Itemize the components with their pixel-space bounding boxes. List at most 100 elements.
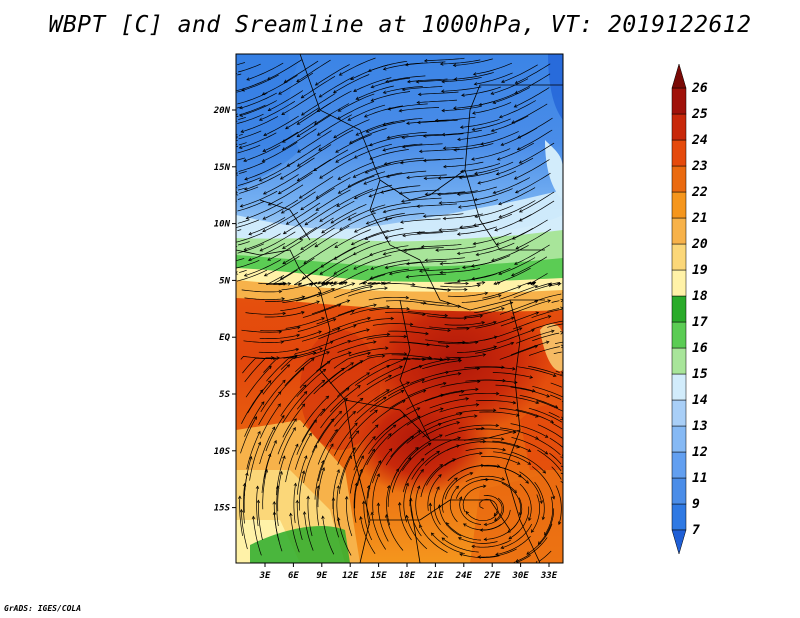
streamline <box>296 288 335 302</box>
streamline <box>304 203 340 226</box>
streamline-arrow <box>296 121 301 125</box>
streamline-arrow <box>367 351 372 356</box>
streamline <box>237 243 265 254</box>
streamline-arrow <box>535 436 539 440</box>
streamline <box>297 130 332 153</box>
streamline-arrow <box>474 214 479 219</box>
colorbar-label: 11 <box>692 471 708 486</box>
streamline <box>372 323 413 326</box>
streamline <box>449 485 459 523</box>
streamline <box>337 517 352 556</box>
streamline <box>405 61 446 66</box>
streamline <box>383 247 423 255</box>
streamline <box>406 260 447 265</box>
streamline-arrow <box>242 482 247 487</box>
streamline <box>347 171 386 188</box>
streamline-arrow <box>501 477 506 481</box>
streamline-arrow <box>457 537 462 541</box>
streamline <box>437 415 478 426</box>
streamline-arrow <box>253 416 257 420</box>
streamline <box>262 141 298 162</box>
colorbar-segment <box>671 503 687 531</box>
streamline-arrow <box>282 245 286 249</box>
streamline-arrow <box>296 133 301 138</box>
streamline-arrow <box>400 390 405 394</box>
streamline-arrow <box>381 354 386 358</box>
streamline <box>473 213 513 226</box>
streamline <box>402 143 443 148</box>
streamline-arrow <box>531 282 536 286</box>
streamline-arrow <box>423 59 428 63</box>
streamline-arrow <box>366 484 371 489</box>
streamline <box>444 281 469 285</box>
streamline-arrow <box>314 82 319 86</box>
streamline <box>457 131 498 140</box>
colorbar-segment <box>671 425 687 453</box>
streamline-arrow <box>405 275 410 279</box>
streamline <box>514 244 550 265</box>
streamline <box>384 213 425 220</box>
streamline-arrow <box>318 147 322 151</box>
streamline <box>348 347 389 357</box>
streamline-arrow <box>316 485 320 489</box>
streamline-arrow <box>440 407 444 411</box>
streamline-arrow <box>336 203 341 207</box>
streamline <box>314 103 350 125</box>
streamline <box>532 332 560 342</box>
streamline-arrow <box>494 227 498 232</box>
streamline <box>366 335 407 340</box>
streamline-arrow <box>416 407 421 411</box>
streamline-arrow <box>308 432 312 437</box>
streamline <box>472 118 511 131</box>
streamline <box>385 311 426 315</box>
streamline <box>268 90 304 111</box>
streamline-arrow <box>445 344 450 349</box>
streamline-arrow <box>300 206 304 211</box>
streamline <box>514 159 550 180</box>
streamline <box>320 398 348 429</box>
streamline <box>526 523 553 555</box>
streamline <box>238 130 262 140</box>
streamline-arrow <box>564 322 567 325</box>
streamline <box>401 197 442 202</box>
ocean-green-patch <box>250 525 350 563</box>
y-tick-label: 15N <box>214 163 231 173</box>
streamline <box>364 228 404 240</box>
streamline <box>406 515 428 550</box>
y-tick-label: 10N <box>214 220 231 230</box>
streamline-arrow <box>514 261 518 265</box>
streamline-arrow <box>335 149 339 153</box>
streamline <box>492 440 531 452</box>
streamline-arrow <box>371 448 376 453</box>
streamline-arrow <box>457 372 462 376</box>
streamline <box>465 510 499 522</box>
streamline <box>461 86 501 96</box>
streamline-arrow <box>301 276 306 280</box>
streamline <box>456 321 497 329</box>
streamline-arrow <box>513 104 518 108</box>
streamline <box>419 268 460 272</box>
streamline <box>499 427 539 440</box>
streamline-arrow <box>286 364 291 368</box>
streamline <box>237 187 246 191</box>
streamline <box>419 148 460 152</box>
streamline <box>499 407 539 418</box>
streamline <box>400 218 441 223</box>
streamline <box>314 460 324 500</box>
streamline-arrow <box>314 244 319 248</box>
streamline-arrow <box>248 231 252 236</box>
streamline <box>440 259 481 265</box>
streamline <box>511 103 548 124</box>
streamline-arrow <box>511 273 515 277</box>
streamline-arrow <box>436 450 441 455</box>
streamline <box>410 325 451 331</box>
streamline <box>497 142 534 161</box>
streamline <box>311 418 334 453</box>
streamline <box>457 226 497 235</box>
streamline-arrow <box>544 434 549 438</box>
streamline <box>457 186 497 195</box>
streamline <box>239 170 247 174</box>
red-sea-warm-patch <box>545 140 563 200</box>
streamline-arrow <box>502 447 507 452</box>
